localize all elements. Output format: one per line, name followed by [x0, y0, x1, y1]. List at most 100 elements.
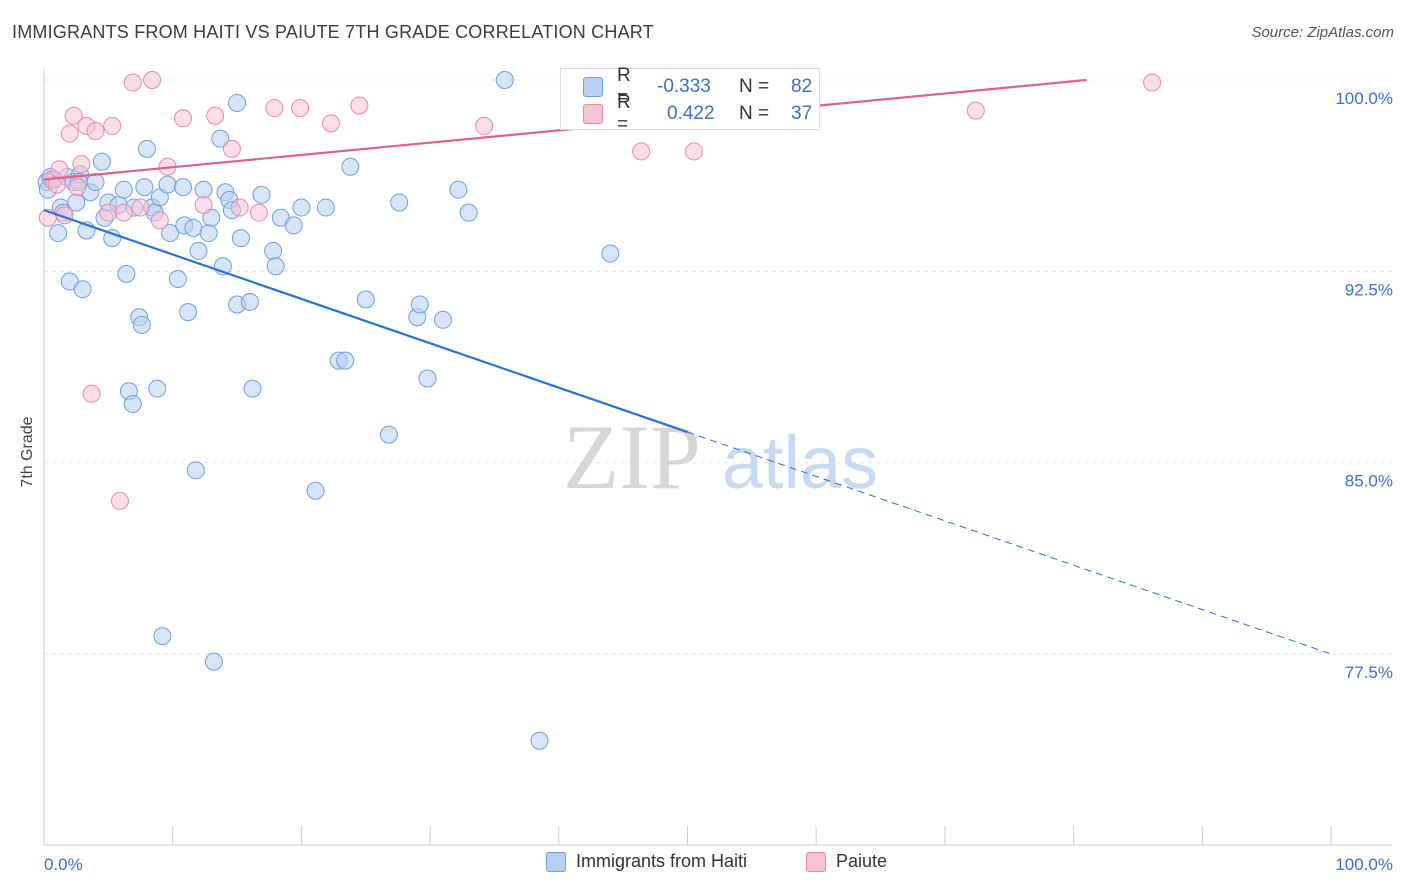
paiute-point: [114, 203, 133, 222]
haiti-point: [189, 241, 208, 260]
haiti-point: [418, 369, 437, 388]
haiti-trendline-extension: [687, 431, 1332, 655]
paiute-point: [966, 101, 985, 120]
haiti-point: [114, 180, 133, 199]
haiti-point: [266, 257, 285, 276]
haiti-point: [135, 178, 154, 197]
paiute-point: [322, 114, 341, 133]
watermark: ZIP atlas: [563, 406, 878, 508]
haiti-point: [316, 198, 335, 217]
paiute-point: [350, 96, 369, 115]
haiti-point: [459, 203, 478, 222]
r-label: R =: [617, 92, 631, 135]
paiute-point: [72, 155, 91, 174]
paiute-point: [230, 198, 249, 217]
haiti-point: [103, 229, 122, 248]
paiute-point: [99, 203, 118, 222]
paiute-point: [684, 142, 703, 161]
paiute-point: [632, 142, 651, 161]
haiti-point: [601, 244, 620, 263]
stats-legend-row-paiute: R = 0.422 N = 37: [583, 92, 812, 135]
haiti-point: [137, 139, 156, 158]
haiti-point: [379, 425, 398, 444]
haiti-point: [252, 185, 271, 204]
haiti-point: [495, 71, 514, 89]
paiute-point: [249, 203, 268, 222]
haiti-trendline: [43, 209, 688, 434]
haiti-point: [211, 129, 230, 148]
haiti-point: [336, 351, 355, 370]
haiti-point: [243, 379, 262, 398]
haiti-point: [356, 290, 375, 309]
haiti-point: [284, 216, 303, 235]
haiti-point: [49, 224, 68, 243]
axes: [43, 68, 1392, 846]
paiute-point: [194, 196, 213, 215]
haiti-point: [341, 157, 360, 176]
paiute-point: [64, 106, 83, 125]
haiti-point: [148, 379, 167, 398]
paiute-point: [206, 106, 225, 125]
haiti-legend-swatch: [546, 851, 566, 872]
paiute-legend-label: Paiute: [836, 851, 888, 871]
paiute-point: [291, 99, 310, 118]
haiti-point: [240, 292, 259, 311]
haiti-point: [161, 224, 180, 243]
paiute-swatch: [583, 104, 603, 124]
gridlines: [44, 79, 1392, 655]
trendlines: [43, 78, 1332, 655]
haiti-point: [530, 731, 549, 750]
paiute-point: [82, 384, 101, 403]
paiute-point: [50, 160, 69, 179]
paiute-r-value: 0.422: [667, 103, 715, 124]
paiute-point: [68, 178, 87, 197]
paiute-point: [173, 109, 192, 128]
paiute-point: [143, 71, 162, 89]
haiti-point: [153, 627, 172, 646]
chart-source: Source: ZipAtlas.com: [1251, 24, 1394, 41]
y-tick-label: 92.5%: [1345, 280, 1393, 299]
haiti-point: [231, 229, 250, 248]
paiute-legend-swatch: [806, 851, 826, 872]
haiti-point: [186, 461, 205, 480]
haiti-point: [410, 295, 429, 314]
haiti-point: [184, 218, 203, 237]
legend-item-haiti[interactable]: Immigrants from Haiti: [546, 851, 747, 872]
paiute-point: [123, 73, 142, 92]
haiti-point: [194, 180, 213, 199]
y-tick-label: 85.0%: [1345, 472, 1393, 491]
paiute-point: [131, 198, 150, 217]
haiti-swatch: [583, 77, 603, 97]
paiute-point: [86, 122, 105, 141]
n-label: N =: [739, 76, 770, 97]
haiti-point: [117, 264, 136, 283]
x-tick-label-min: 0.0%: [44, 855, 83, 874]
paiute-point: [222, 139, 241, 158]
paiute-point: [1143, 73, 1162, 92]
bottom-legend: Immigrants from Haiti Paiute: [0, 851, 1406, 879]
haiti-point: [132, 315, 151, 334]
haiti-point: [204, 652, 223, 671]
haiti-point: [390, 193, 409, 212]
paiute-point: [60, 124, 79, 143]
haiti-point: [433, 310, 452, 329]
haiti-point: [264, 241, 283, 260]
legend-item-paiute[interactable]: Paiute: [806, 851, 887, 872]
paiute-point: [475, 116, 494, 135]
haiti-point: [199, 224, 218, 243]
watermark-atlas: atlas: [722, 421, 878, 504]
paiute-point: [150, 211, 169, 230]
haiti-point: [228, 93, 247, 112]
haiti-n-value: 82: [791, 76, 813, 97]
chart-title: IMMIGRANTS FROM HAITI VS PAIUTE 7TH GRAD…: [12, 22, 654, 42]
haiti-point: [306, 481, 325, 500]
x-tick-label-max: 100.0%: [1335, 855, 1393, 874]
paiute-point: [110, 491, 129, 510]
haiti-legend-label: Immigrants from Haiti: [576, 851, 748, 871]
stats-legend: R = -0.333 N = 82 R = 0.422 N = 37: [560, 65, 820, 135]
r-label: R =: [617, 65, 631, 108]
haiti-point: [73, 280, 92, 299]
y-tick-label: 100.0%: [1335, 89, 1393, 108]
haiti-point: [179, 303, 198, 322]
